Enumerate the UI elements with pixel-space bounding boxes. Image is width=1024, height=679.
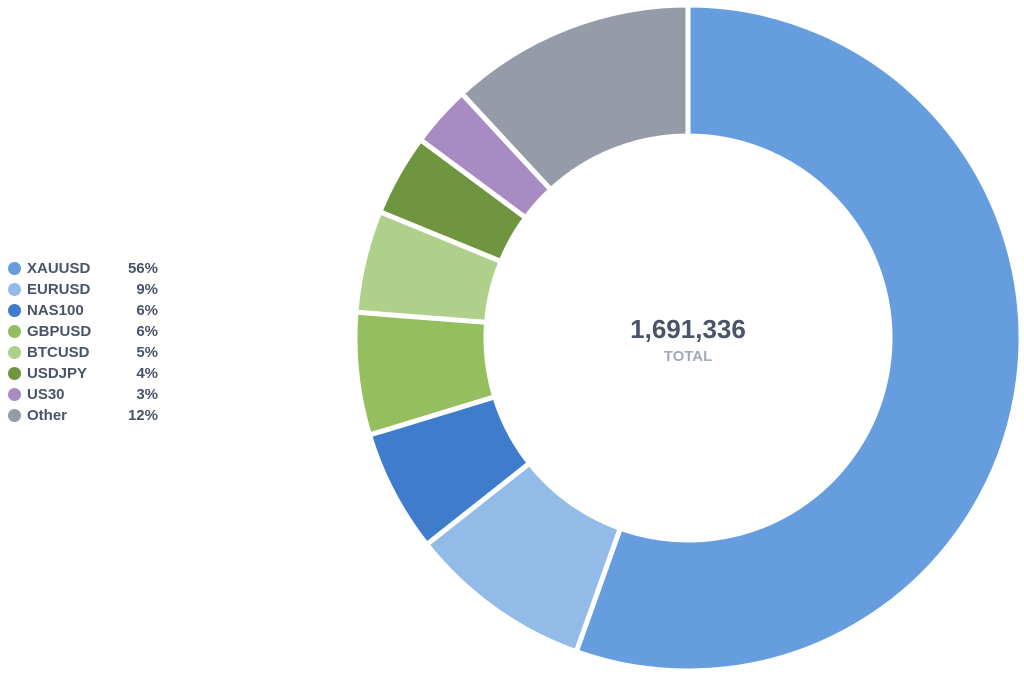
legend: XAUUSD 56% EURUSD 9% NAS100 6% GBPUSD 6% BTCUSD 5… xyxy=(8,258,158,426)
slice-other[interactable] xyxy=(459,2,691,193)
legend-label: BTCUSD xyxy=(27,344,90,361)
legend-swatch xyxy=(8,325,21,338)
legend-percent: 5% xyxy=(136,344,158,361)
legend-label: XAUUSD xyxy=(27,260,91,277)
donut-slices xyxy=(352,2,1024,674)
legend-label: NAS100 xyxy=(27,302,84,319)
legend-item-eurusd[interactable]: EURUSD 9% xyxy=(8,279,158,300)
legend-item-other[interactable]: Other 12% xyxy=(8,405,158,426)
legend-percent: 56% xyxy=(127,260,158,277)
legend-label: US30 xyxy=(27,386,65,403)
legend-item-btcusd[interactable]: BTCUSD 5% xyxy=(8,342,158,363)
legend-percent: 6% xyxy=(136,302,158,319)
legend-item-gbpusd[interactable]: GBPUSD 6% xyxy=(8,321,158,342)
legend-label: GBPUSD xyxy=(27,323,92,340)
legend-swatch xyxy=(8,346,21,359)
legend-item-usdjpy[interactable]: USDJPY 4% xyxy=(8,363,158,384)
slice-xauusd[interactable] xyxy=(573,2,1024,674)
legend-swatch xyxy=(8,409,21,422)
legend-percent: 3% xyxy=(136,386,158,403)
legend-percent: 12% xyxy=(127,407,158,424)
legend-swatch xyxy=(8,283,21,296)
legend-item-xauusd[interactable]: XAUUSD 56% xyxy=(8,258,158,279)
legend-label: USDJPY xyxy=(27,365,88,382)
legend-label: EURUSD xyxy=(27,281,91,298)
legend-swatch xyxy=(8,388,21,401)
center-total-label: TOTAL xyxy=(664,348,713,365)
legend-swatch xyxy=(8,262,21,275)
legend-swatch xyxy=(8,367,21,380)
legend-percent: 4% xyxy=(136,365,158,382)
legend-item-nas100[interactable]: NAS100 6% xyxy=(8,300,158,321)
legend-label: Other xyxy=(27,407,68,424)
legend-percent: 9% xyxy=(136,281,158,298)
legend-item-us30[interactable]: US30 3% xyxy=(8,384,158,405)
center-total-value: 1,691,336 xyxy=(630,314,746,344)
legend-percent: 6% xyxy=(136,323,158,340)
legend-swatch xyxy=(8,304,21,317)
